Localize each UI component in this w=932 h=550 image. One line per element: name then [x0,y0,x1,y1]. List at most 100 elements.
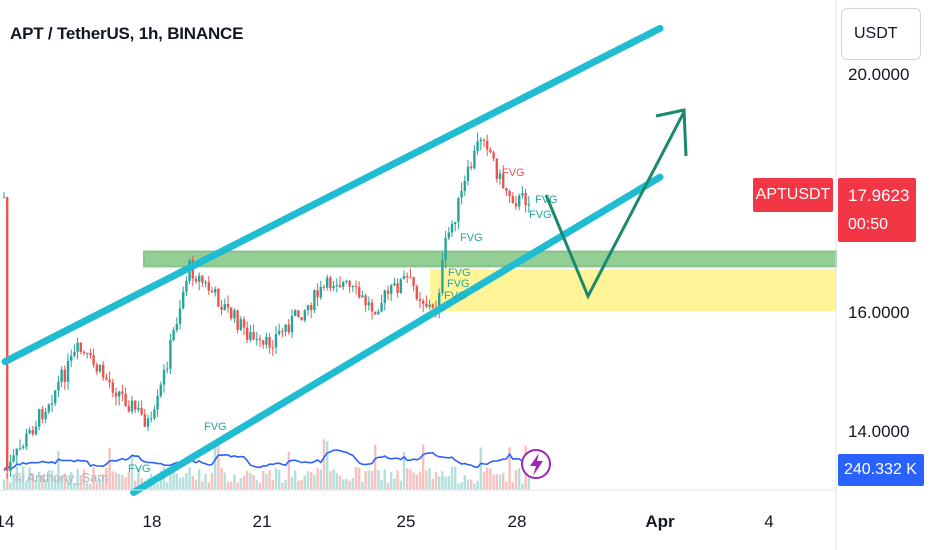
fvg-label: FVG [460,232,483,244]
candle-body [524,193,527,206]
projection-arrow[interactable] [544,108,688,300]
volume-bar [486,467,489,490]
candle-body [44,411,47,420]
candle-body [127,406,130,412]
candle-body [338,285,342,287]
volume-bar [492,474,495,490]
candle-body [342,282,345,287]
candle-body [268,336,271,348]
volume-bar [92,467,95,490]
volume-bar [95,482,98,490]
candle-body [310,305,313,311]
candle-body [370,302,374,312]
candle-body [130,400,134,412]
volume-bar [508,447,511,490]
volume-bar [377,469,380,490]
candle-body [63,369,66,382]
candle-body [374,311,377,315]
candle-body [76,342,79,352]
candle-body [444,237,447,261]
volume-bar [374,444,377,490]
candle-body [34,426,38,435]
candle-body [409,277,412,279]
volume-bar [66,479,70,490]
ascending-channel[interactable] [1,24,664,496]
volume-bar [271,479,274,490]
volume-bar [178,477,182,490]
volume-bar [121,474,124,490]
volume-bar [34,479,38,490]
candle-body [364,295,367,306]
candle-body [345,280,348,283]
volume-bar [354,466,358,490]
candle-body [73,351,76,356]
volume-bar [415,474,418,490]
candle-body [89,352,92,356]
candle-body [383,290,386,303]
candle-body [150,418,153,420]
candle-body [226,303,230,308]
candle-body [348,280,351,287]
candle-body [172,329,175,341]
volume-bar [444,476,447,490]
volume-bar [124,477,127,490]
volume-bar [345,479,348,490]
volume-bar [89,483,92,490]
volume-bar [175,473,178,490]
volume-bar [310,472,313,490]
volume-bar [502,472,505,490]
candle-body [28,430,31,434]
volume-bar [223,472,226,490]
author-watermark: © Anthony_Sam [14,470,109,485]
candle-body [162,369,166,385]
fvg-label: FVG [204,421,227,433]
candle-body [169,340,172,369]
candle-body [258,338,262,341]
volume-bar [383,469,386,490]
volume-bar [242,475,246,490]
projection-path [544,111,686,300]
volume-bar [329,471,332,490]
volume-bar [418,471,422,490]
volume-bar [287,451,290,490]
price-tick-label: 16.0000 [848,303,910,322]
volume-bar [367,470,370,490]
candle-body [386,290,390,294]
candle-body [319,286,322,298]
volume-bar [364,471,367,490]
volume-bar [380,480,383,490]
lightning-icon[interactable] [521,449,551,479]
volume-bar [130,455,134,490]
candle-body [121,391,124,394]
time-tick-label: 21 [252,512,272,531]
volume-bar [399,480,402,490]
candle-body [185,281,188,292]
volume-bar [28,467,31,490]
currency-selector-button[interactable]: USDT [841,8,921,60]
projection-arrowhead [655,108,688,157]
volume-bar [214,443,217,490]
volume-bar [169,466,172,490]
candle-body [217,289,220,307]
volume-bar [185,473,188,490]
candle-body [322,286,326,288]
last-price-badge: 17.9623 00:50 [838,178,916,242]
volume-bar [86,482,89,490]
candle-body [230,307,233,319]
candle-body [105,377,108,380]
candle-body [460,190,463,198]
volume-bar [79,475,82,490]
candle-body [82,352,86,354]
volume-bar [268,470,271,490]
volume-bar [412,472,415,490]
candle-body [284,324,287,332]
candle-body [521,193,524,196]
candle-body [508,190,511,197]
candle-body [470,166,473,169]
candle-body [415,286,418,300]
candle-body [98,364,102,372]
volume-bar [9,482,12,490]
candle-body [31,430,34,435]
volume-bar [466,479,470,490]
